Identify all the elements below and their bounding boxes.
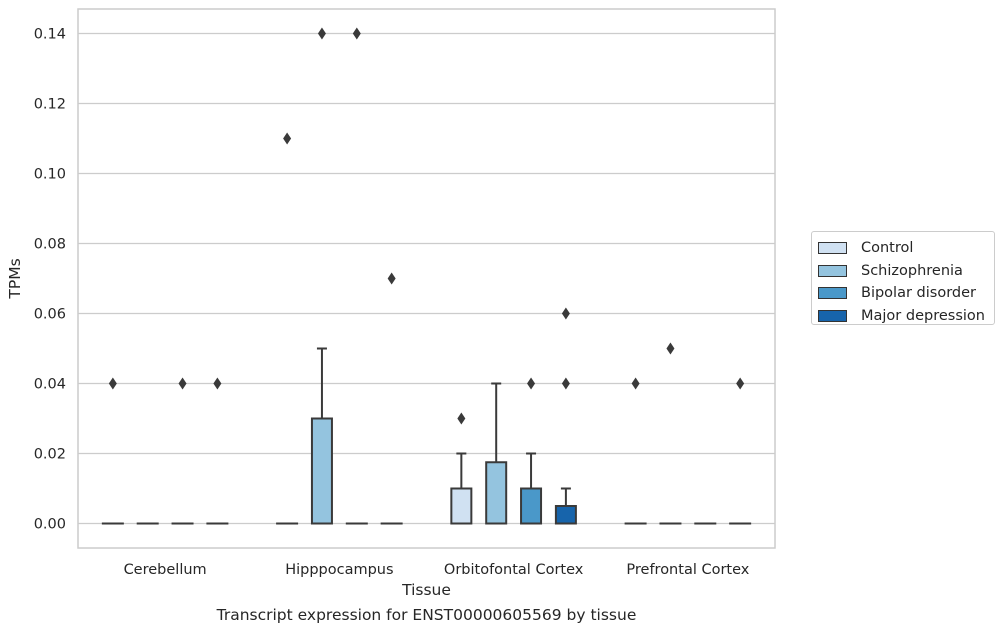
x-tick-label: Prefrontal Cortex — [626, 562, 749, 578]
chart-caption: Transcript expression for ENST0000060556… — [216, 606, 637, 624]
outlier-point — [561, 307, 570, 320]
legend-item: Major depression — [818, 305, 994, 328]
outlier-point — [457, 412, 466, 425]
outlier-point — [387, 272, 396, 285]
x-tick-label: Orbitofontal Cortex — [444, 562, 584, 578]
outlier-point — [352, 27, 361, 40]
outlier-point — [178, 377, 187, 390]
legend-swatch — [818, 264, 847, 277]
outlier-point — [527, 377, 536, 390]
legend-swatch — [818, 309, 847, 322]
x-tick-label: Hipppocampus — [285, 562, 393, 578]
box-schizophrenia — [485, 461, 508, 525]
outlier-point — [736, 377, 745, 390]
box-control — [450, 487, 473, 525]
legend: Control Schizophrenia Bipolar disorder Majo… — [811, 231, 995, 325]
legend-label: Bipolar disorder — [861, 285, 976, 302]
box-schizophrenia — [310, 417, 333, 525]
legend-item: Bipolar disorder — [818, 282, 994, 305]
y-tick-label: 0.14 — [34, 27, 66, 43]
outlier-point — [317, 27, 326, 40]
y-tick-label: 0.00 — [34, 517, 66, 533]
legend-label: Control — [861, 240, 914, 257]
outlier-point — [561, 377, 570, 390]
box-major-depression — [554, 505, 577, 525]
outlier-point — [213, 377, 222, 390]
plot-frame — [77, 8, 776, 549]
legend-swatch — [818, 242, 847, 255]
legend-item: Schizophrenia — [818, 260, 994, 283]
outlier-point — [631, 377, 640, 390]
legend-swatch — [818, 287, 847, 300]
x-tick-label: Cerebellum — [124, 562, 207, 578]
outlier-point — [108, 377, 117, 390]
y-tick-label: 0.02 — [34, 447, 66, 463]
legend-label: Schizophrenia — [861, 262, 963, 279]
box-bipolar-disorder — [520, 487, 543, 525]
outlier-point — [666, 342, 675, 355]
legend-item: Control — [818, 237, 994, 260]
legend-label: Major depression — [861, 307, 985, 324]
y-tick-label: 0.04 — [34, 377, 66, 393]
x-axis-label: Tissue — [401, 581, 451, 599]
y-tick-label: 0.12 — [34, 97, 66, 113]
y-axis-label: TPMs — [6, 258, 24, 299]
y-tick-label: 0.10 — [34, 167, 66, 183]
y-tick-label: 0.06 — [34, 307, 66, 323]
y-tick-label: 0.08 — [34, 237, 66, 253]
outlier-point — [283, 132, 292, 145]
